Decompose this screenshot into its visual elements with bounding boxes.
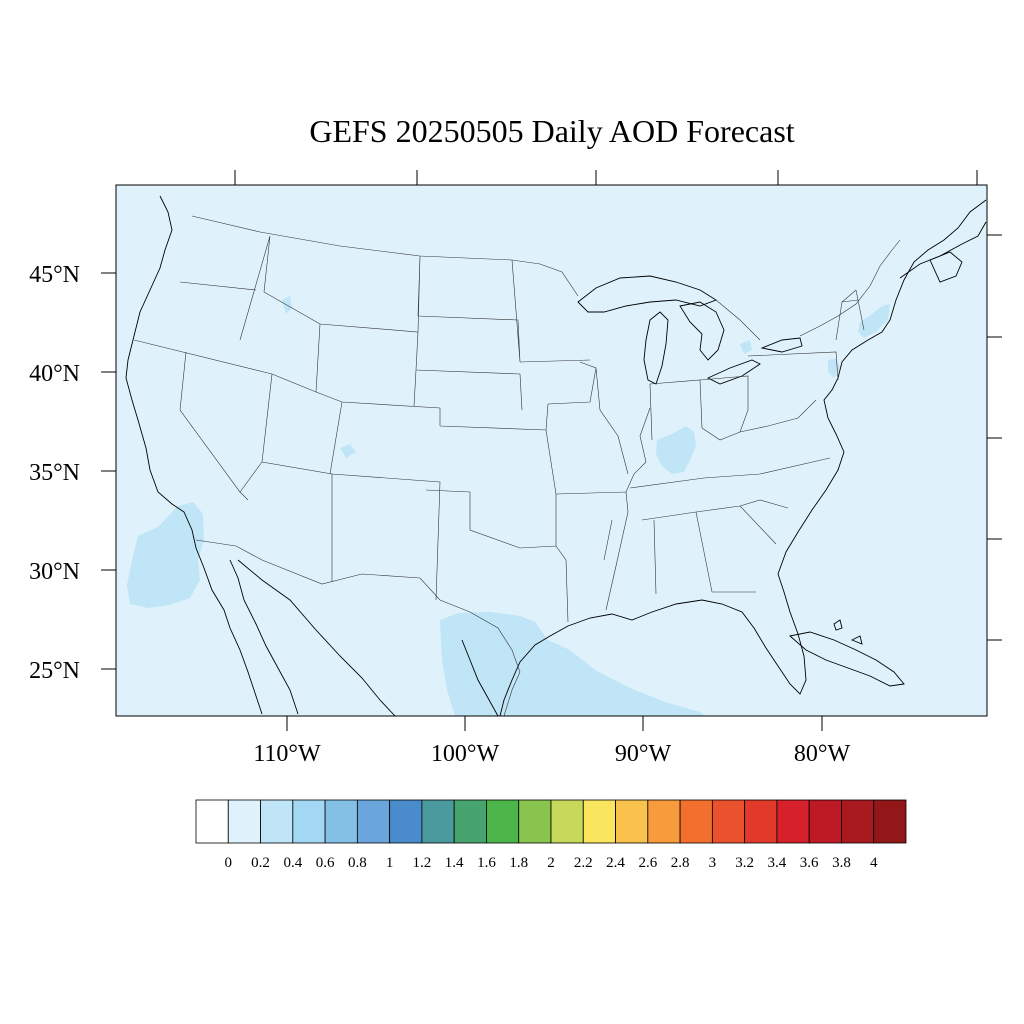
colorbar-swatch — [873, 799, 907, 844]
pacific-coastline — [125, 195, 263, 715]
colorbar-tick-label: 1.6 — [477, 855, 496, 871]
lake-erie — [706, 359, 761, 385]
aod-shading-layer — [127, 296, 890, 716]
colorbar-tick-label: 3.8 — [832, 855, 851, 871]
coastlines — [125, 195, 987, 717]
newfoundland-area — [929, 251, 963, 283]
colorbar-swatch — [615, 799, 649, 844]
colorbar-swatch — [582, 799, 616, 844]
colorbar-tick-label: 3 — [709, 855, 717, 871]
colorbar-swatch — [776, 799, 810, 844]
colorbar-tick-label: 2.6 — [638, 855, 657, 871]
colorbar-tick-label: 0.4 — [283, 855, 302, 871]
lat-label: 35°N — [29, 460, 80, 486]
bahamas — [833, 619, 863, 645]
political-borders — [133, 215, 901, 717]
colorbar-labels: 0 0.2 0.4 0.6 0.8 1 1.2 1.4 1.6 1.8 2 2.2 2.4 2.6 2.8 3… — [225, 855, 878, 871]
colorbar-swatch — [260, 799, 294, 844]
nova-scotia — [899, 221, 987, 279]
colorbar-tick-label: 2.2 — [574, 855, 593, 871]
new-mexico-aod — [340, 444, 356, 458]
lon-label: 90°W — [615, 741, 672, 767]
colorbar-tick-label: 3.6 — [800, 855, 819, 871]
kentucky-aod — [656, 426, 696, 474]
colorbar-tick-label: 2.8 — [671, 855, 690, 871]
map-background — [116, 185, 987, 716]
colorbar-swatch — [841, 799, 875, 844]
colorbar-swatch — [808, 799, 842, 844]
longitude-labels: 110°W 100°W 90°W 80°W — [253, 741, 850, 767]
new-england-inland-aod — [740, 340, 752, 354]
colorbar-swatch — [744, 799, 778, 844]
colorbar-tick-label: 0.2 — [251, 855, 270, 871]
colorbar-tick-label: 3.2 — [735, 855, 754, 871]
colorbar-tick-label: 4 — [870, 855, 878, 871]
colorbar-tick-label: 1.8 — [509, 855, 528, 871]
lake-superior — [577, 275, 718, 313]
colorbar-swatch — [647, 799, 681, 844]
colorbar-tick-label: 1.2 — [413, 855, 432, 871]
colorbar-tick-label: 1 — [386, 855, 394, 871]
colorbar-tick-label: 0.8 — [348, 855, 367, 871]
colorbar-swatch — [550, 799, 584, 844]
lake-huron — [679, 301, 725, 361]
map-panel: 45°N 40°N 35°N 30°N 25°N 110°W 100°W 90°… — [29, 170, 1002, 767]
colorbar-tick-label: 0 — [225, 855, 233, 871]
colorbar-tick-label: 2 — [547, 855, 555, 871]
map-frame — [115, 184, 988, 717]
colorbar-swatch — [518, 799, 552, 844]
colorbar-tick-label: 1.4 — [445, 855, 464, 871]
colorbar-swatch — [453, 799, 487, 844]
mexico-west-coastline — [237, 559, 396, 717]
colorbar-swatch — [711, 799, 746, 844]
lat-label: 40°N — [29, 361, 80, 387]
northeast-aod — [858, 304, 890, 338]
lon-label: 100°W — [431, 741, 500, 767]
lon-label: 80°W — [794, 741, 851, 767]
us-canada-border — [191, 215, 901, 341]
lon-label: 110°W — [253, 741, 321, 767]
mexico-gulf-coastline — [461, 639, 499, 717]
atlantic-coastline — [777, 199, 987, 575]
colorbar-swatch — [679, 799, 713, 844]
colorbar-swatch — [292, 799, 326, 844]
colorbar-swatch — [421, 799, 455, 844]
colorbar-tick-label: 3.4 — [768, 855, 787, 871]
colorbar-swatch — [195, 799, 229, 844]
us-mexico-border — [195, 539, 521, 717]
frame-ticks — [101, 170, 1002, 731]
colorbar-swatch — [227, 799, 261, 844]
pacific-baja-aod — [127, 502, 204, 608]
lat-label: 25°N — [29, 658, 80, 684]
chart-title: GEFS 20250505 Daily AOD Forecast — [309, 113, 794, 149]
state-borders — [133, 235, 865, 623]
colorbar-swatch — [356, 799, 391, 844]
lake-michigan — [643, 311, 669, 385]
colorbar-swatch — [389, 799, 423, 844]
colorbar-tick-label: 2.4 — [606, 855, 625, 871]
cuba — [789, 631, 905, 687]
gulf-of-mexico-aod — [440, 612, 705, 716]
colorbar-swatch — [324, 799, 358, 844]
colorbar-tick-label: 0.6 — [316, 855, 335, 871]
lake-ontario — [760, 337, 803, 353]
lat-label: 45°N — [29, 262, 80, 288]
gulf-coastline — [499, 573, 807, 717]
colorbar-swatch — [486, 799, 520, 844]
latitude-labels: 45°N 40°N 35°N 30°N 25°N — [29, 262, 80, 684]
baja-gulf-coastline — [229, 559, 299, 715]
colorbar — [195, 799, 907, 844]
lat-label: 30°N — [29, 559, 80, 585]
